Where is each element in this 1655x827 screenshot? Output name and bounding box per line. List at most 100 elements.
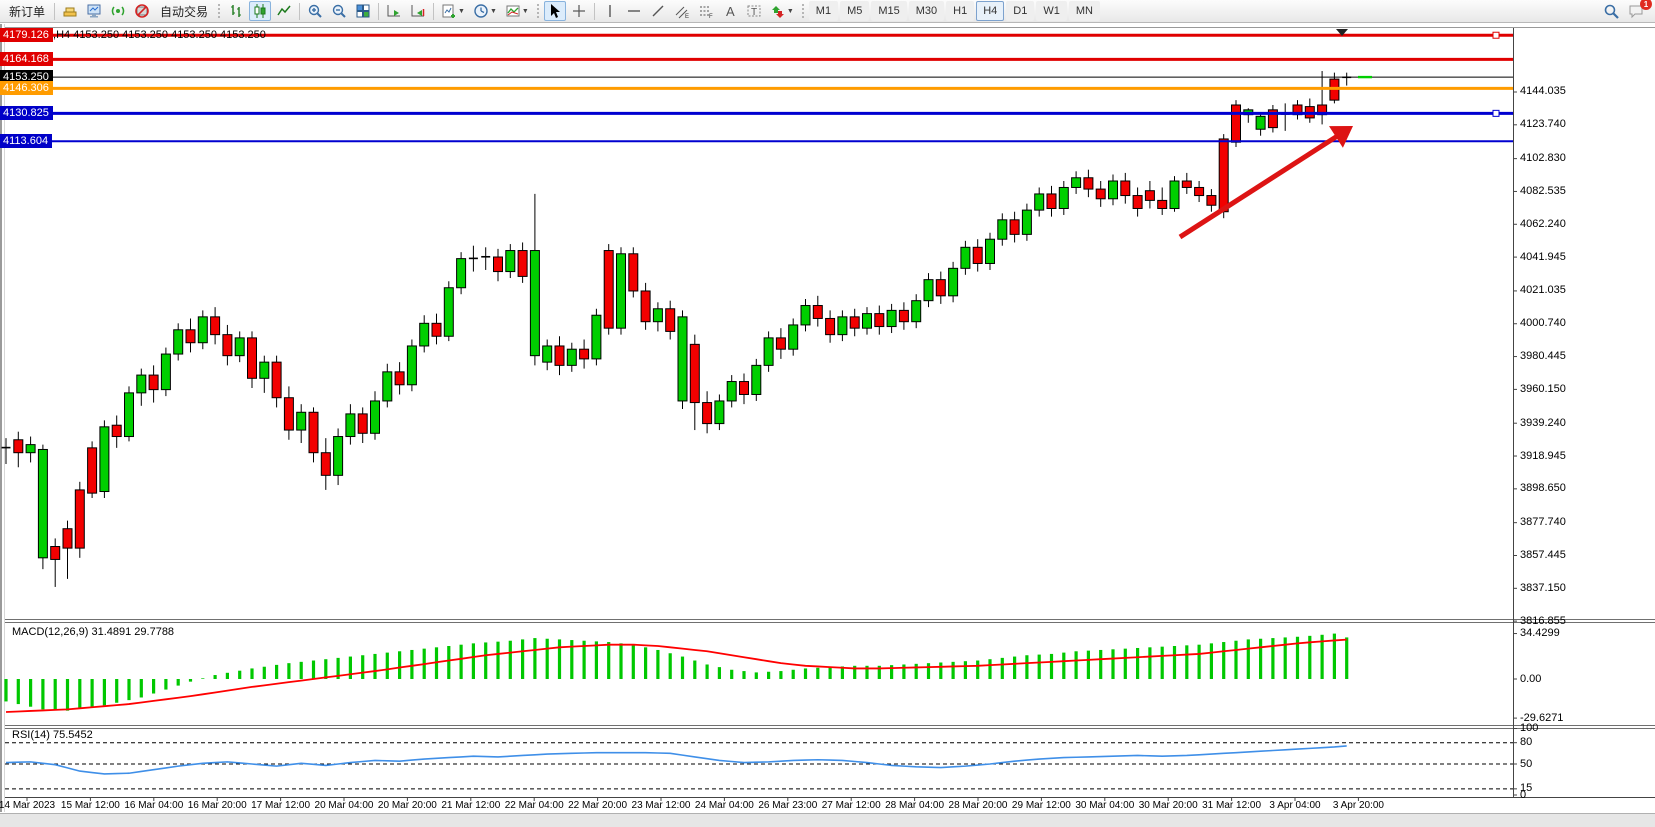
candle-body: [308, 411, 319, 454]
chevron-down-icon[interactable]: ▼: [489, 7, 497, 15]
notification-badge: 1: [1640, 0, 1652, 10]
trend-arrow-shaft[interactable]: [1178, 131, 1343, 240]
chevron-down-icon[interactable]: ▼: [786, 7, 794, 15]
candle-body: [628, 253, 639, 292]
timeframe-m15-button[interactable]: M15: [871, 1, 907, 21]
trend-arrow-head[interactable]: [1329, 126, 1353, 148]
timeframe-h4-button[interactable]: H4: [976, 1, 1005, 21]
timeframe-w1-button[interactable]: W1: [1036, 1, 1067, 21]
arrows-button[interactable]: ▼: [767, 1, 797, 21]
chart-window: [0, 24, 1655, 826]
timeframe-m30-button[interactable]: M30: [908, 1, 945, 21]
new-chart-button[interactable]: ▼: [438, 1, 468, 21]
candle-body: [726, 381, 737, 402]
zoom-in-button[interactable]: [304, 1, 326, 21]
chart-shift-button[interactable]: [407, 1, 429, 21]
chart-shift-marker[interactable]: [1336, 29, 1348, 36]
candle-body: [849, 316, 860, 329]
timeframe-h1-button[interactable]: H1: [946, 1, 975, 21]
svg-text:E: E: [685, 14, 689, 19]
candle-body: [259, 361, 270, 379]
zoom-out-button[interactable]: [328, 1, 350, 21]
autotrading-button[interactable]: 自动交易: [155, 1, 213, 21]
auto-scroll-button[interactable]: [383, 1, 405, 21]
candle-body: [37, 448, 48, 559]
candle-body: [148, 374, 159, 391]
timeframe-m1-button[interactable]: M1: [808, 1, 839, 21]
candle-body: [1034, 193, 1045, 211]
candle-body: [1255, 115, 1266, 130]
candle-body: [702, 402, 713, 425]
fibonacci-button[interactable]: F: [695, 1, 717, 21]
indicators-button[interactable]: ▼: [502, 1, 532, 21]
horizontal-line-button[interactable]: [623, 1, 645, 21]
candle-body: [136, 374, 147, 394]
candle-body: [185, 329, 196, 344]
line-handle-left[interactable]: [5, 109, 13, 117]
toolbar-grip[interactable]: [535, 3, 540, 19]
equidistant-channel-button[interactable]: E: [671, 1, 693, 21]
text-button[interactable]: A: [719, 1, 741, 21]
candle-body: [935, 279, 946, 297]
line-handle-right[interactable]: [1492, 31, 1500, 39]
gold-bars-button[interactable]: [59, 1, 81, 21]
text-label-button[interactable]: T: [743, 1, 765, 21]
trendline-icon: [652, 5, 664, 17]
candle-body: [751, 364, 762, 395]
timeframe-m5-button[interactable]: M5: [840, 1, 870, 21]
signal-button[interactable]: [107, 1, 129, 21]
tile-windows-button[interactable]: [352, 1, 374, 21]
toolbar-separator: [299, 2, 301, 20]
chevron-down-icon[interactable]: ▼: [458, 7, 465, 15]
line-handle-right[interactable]: [1492, 109, 1500, 117]
candlestick-icon: [254, 4, 266, 18]
candle-body: [50, 546, 61, 560]
candle-body: [862, 313, 872, 329]
chart-surface[interactable]: [0, 24, 1655, 826]
search-button[interactable]: [1600, 1, 1623, 21]
candle-body: [714, 400, 725, 425]
svg-text:F: F: [709, 14, 713, 19]
profiles-clock-button[interactable]: ▼: [470, 1, 500, 21]
candle-body: [616, 253, 626, 329]
crosshair-icon: [572, 5, 585, 17]
line-handle-left[interactable]: [5, 31, 13, 39]
bar-chart-button[interactable]: [225, 1, 247, 21]
chat-button[interactable]: 1: [1625, 0, 1652, 21]
candle-body: [812, 305, 823, 319]
line-chart-button[interactable]: [273, 1, 295, 21]
trendline-button[interactable]: [647, 1, 669, 21]
candle-body: [923, 279, 934, 302]
toolbar-grip[interactable]: [217, 3, 222, 19]
candle-body: [1108, 180, 1118, 200]
candle-body: [1021, 209, 1032, 235]
equidistant-channel-icon: E: [675, 6, 689, 19]
timeframe-mn-button[interactable]: MN: [1068, 1, 1100, 21]
autotrading-button[interactable]: [131, 1, 153, 21]
candle-body: [997, 219, 1008, 240]
chevron-down-icon[interactable]: ▼: [521, 7, 529, 15]
signal-icon: [111, 6, 125, 16]
timeframe-d1-button[interactable]: D1: [1006, 1, 1035, 21]
candle-body: [652, 308, 663, 323]
candle-body: [62, 528, 73, 549]
candle-body: [972, 246, 983, 264]
vertical-line-button[interactable]: [599, 1, 621, 21]
candle-body: [739, 381, 749, 395]
cursor-button[interactable]: [543, 1, 566, 21]
terminal-monitor-button[interactable]: [83, 1, 105, 21]
toolbar-grip[interactable]: [800, 3, 805, 19]
new-order-button[interactable]: 新订单: [4, 1, 50, 21]
status-strip: [0, 813, 1655, 827]
candle-body: [874, 313, 885, 328]
crosshair-button[interactable]: [568, 1, 590, 21]
fibonacci-icon: F: [699, 6, 713, 19]
search-icon: [1604, 4, 1619, 19]
candle-body: [1058, 186, 1069, 209]
candle-body: [333, 436, 344, 476]
candle-body: [1144, 190, 1155, 201]
candlestick-button[interactable]: [249, 1, 272, 21]
text-label-icon: T: [747, 5, 761, 18]
candle-body: [529, 250, 540, 357]
new-chart-icon: [442, 4, 456, 18]
